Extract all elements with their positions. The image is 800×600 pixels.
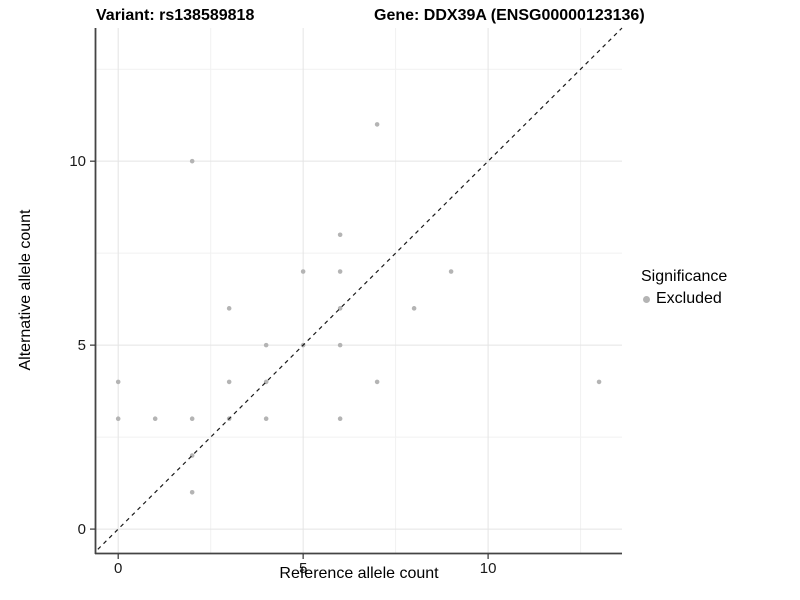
data-point: [300, 269, 306, 274]
x-axis-title: Reference allele count: [279, 565, 439, 582]
data-point: [189, 489, 195, 495]
data-point: [115, 379, 121, 385]
gene-title: Gene: DDX39A (ENSG00000123136): [374, 7, 645, 24]
identity-line: [97, 27, 623, 550]
x-tick-label: 10: [480, 560, 497, 577]
x-tick-label: 0: [114, 560, 122, 577]
data-point: [189, 158, 195, 164]
y-axis-title: Alternative allele count: [17, 209, 34, 371]
legend-title: Significance: [641, 268, 728, 285]
y-tick-label: 10: [69, 153, 86, 170]
legend: Significance Excluded: [641, 268, 727, 308]
legend-item-excluded: Excluded: [641, 290, 727, 308]
data-point: [263, 416, 269, 422]
y-tick-label: 5: [78, 337, 86, 354]
data-point: [596, 379, 602, 385]
data-point: [337, 232, 343, 238]
data-point: [189, 416, 195, 422]
data-point: [411, 306, 417, 311]
data-point: [374, 122, 380, 127]
data-points: [115, 122, 602, 495]
x-tick-label: 5: [299, 560, 307, 577]
identity-line-group: [97, 27, 623, 550]
tick-marks: [90, 160, 489, 559]
data-point: [115, 416, 121, 422]
data-point: [374, 379, 380, 385]
y-tick-label: 0: [78, 521, 86, 538]
data-point: [337, 269, 343, 274]
data-point: [263, 342, 269, 348]
legend-item-label: Excluded: [656, 290, 722, 307]
data-point: [337, 416, 343, 422]
data-point: [448, 269, 454, 274]
data-point: [337, 306, 343, 311]
tick-labels: 0 5 10 0 5 10: [69, 153, 496, 577]
minor-gridlines: [96, 28, 622, 553]
major-gridlines: [96, 28, 622, 553]
data-point: [337, 342, 343, 348]
data-point: [226, 306, 232, 311]
axis-lines: [94, 28, 622, 555]
data-point: [226, 379, 232, 385]
variant-title: Variant: rs138589818: [96, 7, 255, 24]
excluded-point-icon: [643, 295, 650, 303]
data-point: [152, 416, 158, 422]
